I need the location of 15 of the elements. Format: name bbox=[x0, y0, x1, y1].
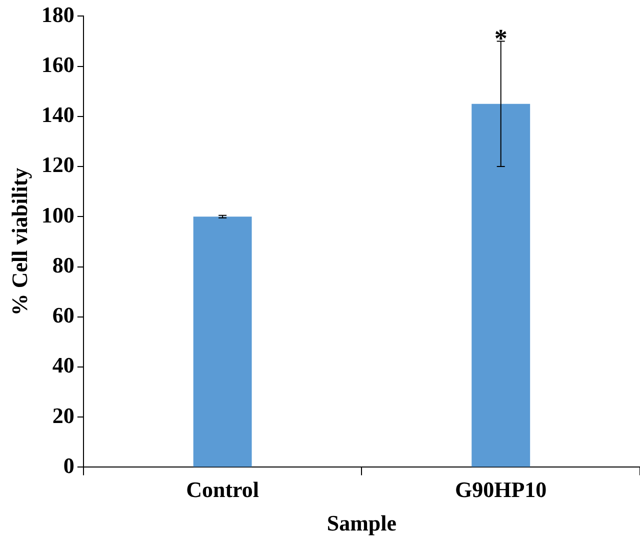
y-tick-label: 60 bbox=[52, 302, 74, 328]
y-tick-label: 160 bbox=[41, 52, 74, 77]
y-tick-label: 40 bbox=[52, 352, 74, 378]
x-tick-label: Control bbox=[186, 477, 260, 502]
y-tick-label: 140 bbox=[41, 102, 74, 128]
x-axis-title: Sample bbox=[326, 510, 397, 536]
y-tick-label: 120 bbox=[41, 152, 74, 178]
y-tick-label: 180 bbox=[41, 2, 74, 27]
y-axis-title: % Cell viability bbox=[6, 168, 32, 316]
y-tick-label: 0 bbox=[63, 452, 74, 478]
y-tick-label: 100 bbox=[41, 202, 74, 228]
y-tick-label: 80 bbox=[52, 252, 74, 278]
annotation: * bbox=[494, 24, 508, 53]
y-tick-label: 20 bbox=[52, 402, 74, 428]
x-tick-label: G90HP10 bbox=[455, 477, 547, 502]
